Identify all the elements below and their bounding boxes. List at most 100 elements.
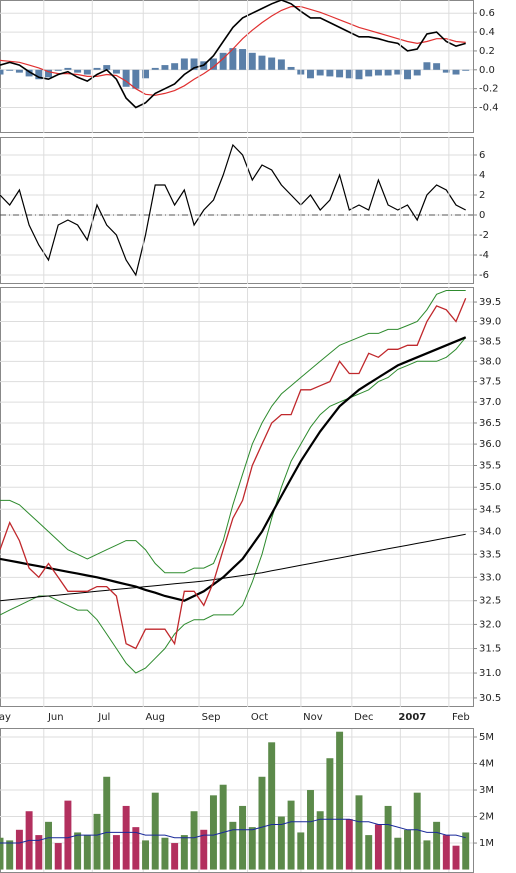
y-tick-label: 2 xyxy=(479,190,485,201)
x-tick-label: ay xyxy=(0,712,11,723)
bar xyxy=(336,69,344,78)
bar xyxy=(161,65,169,70)
y-tick-label: 0.0 xyxy=(479,65,495,76)
bar xyxy=(180,835,188,870)
line xyxy=(0,6,466,96)
bar xyxy=(229,821,237,870)
bar xyxy=(404,829,411,870)
bar xyxy=(326,758,334,870)
bar xyxy=(74,69,82,73)
bar xyxy=(365,69,373,77)
x-tick-label: Jul xyxy=(97,712,110,723)
bar xyxy=(248,52,256,70)
bar xyxy=(355,795,363,870)
bar xyxy=(248,827,256,870)
y-tick-label: 2M xyxy=(479,812,494,823)
bar xyxy=(355,69,363,80)
bar xyxy=(384,805,392,870)
bar xyxy=(307,790,314,870)
bar xyxy=(326,69,334,77)
bar xyxy=(171,63,179,70)
bar xyxy=(112,835,120,870)
y-tick-label: 33.5 xyxy=(479,549,501,560)
bar xyxy=(112,69,120,74)
y-tick-label: 4M xyxy=(479,759,494,770)
bar xyxy=(452,845,460,870)
line xyxy=(0,336,467,674)
y-tick-label: 31.5 xyxy=(479,644,501,655)
y-tick-label: 0 xyxy=(479,210,485,221)
bar xyxy=(297,832,305,870)
bar xyxy=(6,69,14,71)
bar xyxy=(462,832,470,870)
bar xyxy=(54,843,62,870)
bar xyxy=(142,69,150,79)
y-tick-label: 38.5 xyxy=(479,336,501,347)
bar xyxy=(413,69,421,76)
bar xyxy=(83,69,91,75)
y-tick-label: 36.5 xyxy=(479,418,501,429)
y-tick-label: 36.0 xyxy=(479,439,501,450)
bar xyxy=(268,742,276,870)
bar xyxy=(64,800,72,870)
y-tick-label: 6 xyxy=(479,150,485,161)
bar xyxy=(433,63,441,70)
bar xyxy=(404,69,411,80)
bar xyxy=(442,835,450,870)
bar xyxy=(287,800,295,870)
bar xyxy=(268,57,276,70)
y-tick-label: 4 xyxy=(479,170,485,181)
bar xyxy=(132,69,140,89)
bar xyxy=(122,69,130,87)
bar xyxy=(287,66,295,70)
bar xyxy=(307,69,314,79)
y-tick-label: 39.5 xyxy=(479,297,501,308)
x-tick-label: Aug xyxy=(145,712,165,723)
bar xyxy=(83,835,91,870)
bar xyxy=(345,819,353,870)
y-tick-label: 5M xyxy=(479,732,494,743)
bar xyxy=(171,843,179,870)
bar xyxy=(142,840,150,870)
bar xyxy=(45,821,52,870)
y-tick-label: 38.0 xyxy=(479,356,501,367)
x-tick-label: Nov xyxy=(303,712,323,723)
bar xyxy=(219,784,227,870)
x-tick-label: 2007 xyxy=(398,712,426,723)
bar xyxy=(277,59,285,70)
bar xyxy=(452,69,460,75)
bar xyxy=(374,69,382,76)
bar xyxy=(277,816,285,870)
bar xyxy=(345,69,353,79)
bar xyxy=(394,69,402,75)
bar xyxy=(209,795,217,870)
y-tick-label: 0.6 xyxy=(479,8,495,19)
line xyxy=(0,818,466,844)
line xyxy=(0,290,466,574)
y-tick-label: -4 xyxy=(479,250,489,261)
bar xyxy=(190,58,198,70)
bar xyxy=(122,805,130,870)
y-tick-label: 37.0 xyxy=(479,397,501,408)
y-tick-label: 34.0 xyxy=(479,527,501,538)
line xyxy=(0,143,466,277)
y-tick-label: 0.4 xyxy=(479,27,495,38)
y-tick-label: 33.0 xyxy=(479,572,501,583)
x-tick-label: Jun xyxy=(47,712,64,723)
bar xyxy=(180,58,188,70)
y-tick-label: 0.2 xyxy=(479,46,495,57)
y-tick-label: 31.0 xyxy=(479,668,501,679)
y-tick-label: -6 xyxy=(479,270,489,281)
y-tick-label: 30.5 xyxy=(479,693,501,704)
bar xyxy=(258,776,266,870)
bar xyxy=(190,811,198,870)
bar xyxy=(151,67,159,70)
x-tick-label: Oct xyxy=(251,712,268,723)
bar xyxy=(6,840,14,870)
bar xyxy=(132,827,140,870)
bar xyxy=(423,840,431,870)
y-tick-label: 34.5 xyxy=(479,504,501,515)
